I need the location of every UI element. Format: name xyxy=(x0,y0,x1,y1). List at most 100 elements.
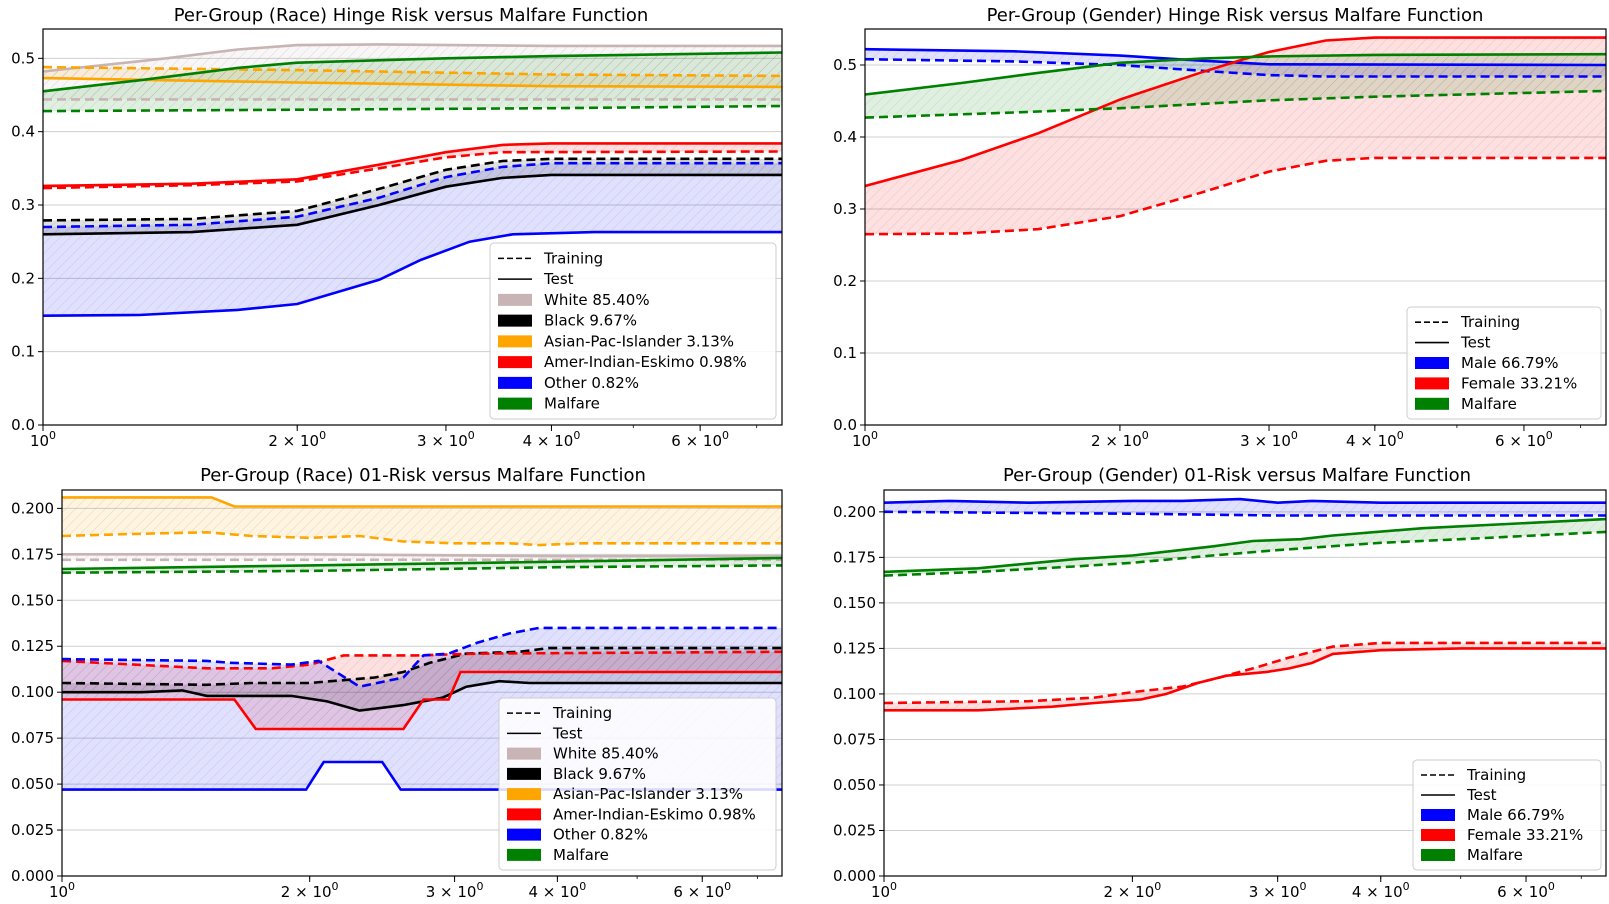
series-line-male-test xyxy=(864,47,1607,67)
y-tick-label: 0.5 xyxy=(11,49,35,67)
legend-item-malfare: Malfare xyxy=(1415,395,1517,413)
legend-swatch xyxy=(507,808,541,821)
fill-hatch-malfare xyxy=(865,54,1606,118)
legend-swatch xyxy=(1415,397,1449,410)
series-line-black-training xyxy=(42,157,782,222)
chart-title: Per-Group (Gender) Hinge Risk versus Mal… xyxy=(987,5,1484,26)
y-tick-label: 0.150 xyxy=(833,594,876,612)
series-line-black-test xyxy=(62,679,782,712)
x-tick-label: 6 × 100 xyxy=(1497,880,1555,901)
legend-swatch xyxy=(507,828,541,841)
series-line-other-training xyxy=(61,626,782,689)
series-line-malfare-test xyxy=(883,517,1607,574)
x-tick-label: 100 xyxy=(49,880,75,901)
series-line-asian-pac-islander-training xyxy=(61,530,782,547)
x-tick-label: 100 xyxy=(852,429,878,450)
y-tick-label: 0.050 xyxy=(833,776,876,794)
y-tick-label: 0.4 xyxy=(11,123,35,141)
series-line-malfare-test xyxy=(61,556,783,571)
legend-label: Training xyxy=(552,704,612,722)
legend-swatch xyxy=(1415,377,1449,390)
x-tick-label: 6 × 100 xyxy=(671,429,729,450)
legend-swatch xyxy=(498,376,532,389)
series-line-amer-indian-eskimo-training xyxy=(61,650,783,670)
legend-swatch xyxy=(1421,829,1455,841)
legend-item-training: Training xyxy=(507,704,612,722)
fill-hatch-amer-indian-eskimo xyxy=(43,143,782,189)
y-tick-label: 0.1 xyxy=(11,343,35,361)
legend-label: Amer-Indian-Eskimo 0.98% xyxy=(553,805,756,823)
y-tick-label: 0.2 xyxy=(11,269,35,287)
y-tick-label: 0.1 xyxy=(833,344,857,362)
chart-title: Per-Group (Gender) 01-Risk versus Malfar… xyxy=(1003,465,1471,486)
fill-hatch-female xyxy=(884,642,1606,711)
series-line-asian-pac-islander-test xyxy=(42,76,783,89)
y-tick-label: 0.075 xyxy=(833,730,876,748)
series-line-other-test xyxy=(62,760,782,791)
legend-swatch xyxy=(507,747,541,760)
legend: Training Test White 85.40% Black 9.67% Asian… xyxy=(498,697,777,871)
legend-swatch xyxy=(1421,809,1455,821)
legend-label: White 85.40% xyxy=(544,291,650,309)
series-line-black-test xyxy=(42,173,782,236)
legend: Training Test Male 66.79% Female 33.21% Malf… xyxy=(1412,759,1602,871)
legend-swatch xyxy=(507,788,541,801)
y-tick-label: 0.5 xyxy=(833,56,857,74)
legend-label: Amer-Indian-Eskimo 0.98% xyxy=(544,353,747,371)
legend-item-other-0-82: Other 0.82% xyxy=(507,826,648,844)
legend-label: Malfare xyxy=(544,395,600,413)
legend-item-test: Test xyxy=(1421,786,1497,804)
legend-item-amer-indian-eskimo-0-98: Amer-Indian-Eskimo 0.98% xyxy=(498,353,747,371)
series-line-female-test xyxy=(864,36,1606,188)
legend-label: Test xyxy=(1460,334,1491,352)
series-line-female-training xyxy=(864,156,1606,236)
legend-label: Black 9.67% xyxy=(544,312,637,330)
series-line-malfare-training xyxy=(42,104,783,113)
y-tick-label: 0.200 xyxy=(833,503,876,521)
y-tick-label: 0.2 xyxy=(833,272,857,290)
legend-swatch xyxy=(498,293,532,306)
y-tick-label: 0.150 xyxy=(11,591,54,609)
panel-gender-01-risk: Per-Group (Gender) 01-Risk versus Malfar… xyxy=(833,465,1607,901)
x-tick-label: 3 × 100 xyxy=(1240,429,1298,450)
legend-label: Asian-Pac-Islander 3.13% xyxy=(544,332,734,350)
legend-label: Malfare xyxy=(1467,846,1523,864)
x-tick-label: 100 xyxy=(30,429,56,450)
legend-label: Other 0.82% xyxy=(544,374,639,392)
legend-item-test: Test xyxy=(507,724,583,742)
fill-hatch-malfare xyxy=(43,52,782,112)
legend-item-female-33-21: Female 33.21% xyxy=(1421,826,1583,844)
legend-frame xyxy=(498,697,777,871)
x-tick-label: 3 × 100 xyxy=(417,429,475,450)
y-tick-label: 0.000 xyxy=(833,867,876,885)
series-line-white-test xyxy=(62,552,782,558)
legend-item-malfare: Malfare xyxy=(498,395,600,413)
fill-hatch-white xyxy=(62,554,782,560)
y-tick-label: 0.200 xyxy=(11,499,54,517)
fill-hatch-asian-pac-islander xyxy=(62,497,782,545)
series-line-asian-pac-islander-test xyxy=(62,496,782,508)
legend-item-amer-indian-eskimo-0-98: Amer-Indian-Eskimo 0.98% xyxy=(507,805,756,823)
legend-label: Training xyxy=(543,249,603,267)
series-line-amer-indian-eskimo-test xyxy=(62,670,782,731)
legend-item-female-33-21: Female 33.21% xyxy=(1415,374,1577,392)
legend-item-male-66-79: Male 66.79% xyxy=(1421,806,1565,824)
x-tick-label: 4 × 100 xyxy=(1346,429,1404,450)
x-tick-label: 6 × 100 xyxy=(673,880,731,901)
legend-label: Female 33.21% xyxy=(1461,374,1577,392)
x-tick-label: 4 × 100 xyxy=(528,880,586,901)
legend-label: Test xyxy=(543,270,574,288)
y-tick-label: 0.025 xyxy=(833,821,876,839)
legend-swatch xyxy=(498,356,532,369)
series-line-white-test xyxy=(42,43,782,73)
legend: Training Test White 85.40% Black 9.67% Asian… xyxy=(489,242,777,420)
y-tick-label: 0.025 xyxy=(11,821,54,839)
legend-swatch xyxy=(498,397,532,410)
axes-frame xyxy=(864,28,1607,426)
x-tick-label: 2 × 100 xyxy=(268,429,326,450)
series-line-other-training xyxy=(42,161,782,229)
series-line-male-training xyxy=(864,57,1606,78)
series-line-malfare-training xyxy=(864,89,1607,119)
series-line-amer-indian-eskimo-training xyxy=(42,150,783,190)
